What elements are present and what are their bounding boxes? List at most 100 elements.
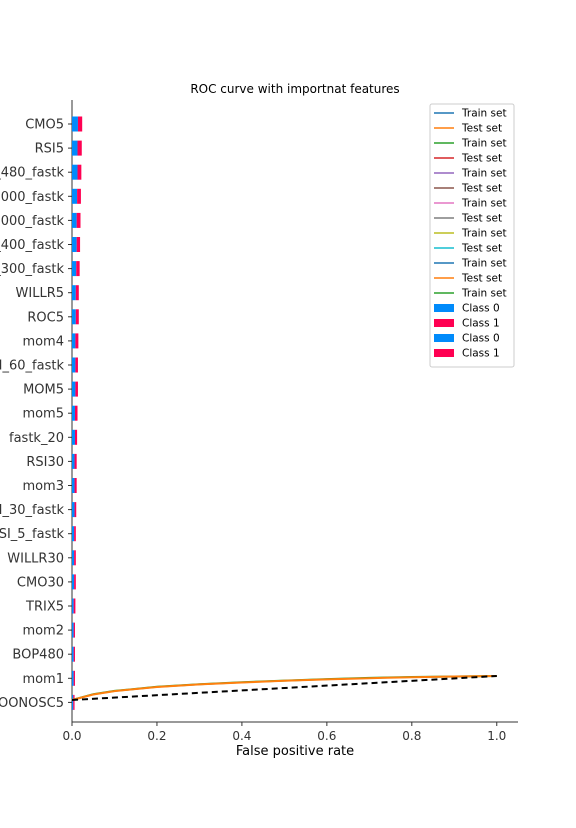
feature-label: mom1 <box>22 672 64 687</box>
legend-patch-swatch <box>434 334 454 342</box>
feature-label: _300_fastk <box>0 262 64 277</box>
feature-label: OONOSC5 <box>0 696 64 711</box>
legend-entry-label: Train set <box>461 258 507 270</box>
bar-class-0 <box>72 598 74 614</box>
bar-class-1 <box>76 212 81 228</box>
x-tick-label: 0.0 <box>62 729 81 743</box>
bar-class-0 <box>72 694 74 710</box>
bar-class-1 <box>76 261 80 277</box>
bar-class-1 <box>73 694 75 710</box>
bar-class-1 <box>74 502 77 518</box>
bar-class-0 <box>72 261 77 277</box>
legend-patch-swatch <box>434 304 454 312</box>
bar-class-0 <box>72 453 75 469</box>
bar-class-1 <box>75 309 79 325</box>
feature-label: RSI30 <box>26 455 64 470</box>
feature-label: mom3 <box>22 479 64 494</box>
bar-class-1 <box>77 116 83 132</box>
bar-class-1 <box>74 405 78 421</box>
bar-class-0 <box>72 285 76 301</box>
bar-class-0 <box>72 622 74 638</box>
bar-class-0 <box>72 502 75 518</box>
legend-entry-label: Test set <box>461 213 502 225</box>
legend-entry-label: Class 1 <box>462 318 500 330</box>
bar-class-1 <box>73 598 76 614</box>
legend-entry-label: Class 0 <box>462 303 500 315</box>
feature-label: RSI5 <box>35 142 64 157</box>
bar-class-1 <box>75 381 78 397</box>
feature-label: WILLR30 <box>7 551 64 566</box>
bar-class-0 <box>72 188 78 204</box>
legend-entry-label: Train set <box>461 168 507 180</box>
bar-class-1 <box>77 188 81 204</box>
feature-label: CMO30 <box>17 575 64 590</box>
x-tick-label: 0.8 <box>402 729 421 743</box>
bar-class-0 <box>72 116 78 132</box>
plot-area: CMO5 RSI5 _480_fastk 5000_fastk 2000_fastk _4… <box>0 100 518 743</box>
legend-frame <box>429 103 515 368</box>
feature-label: 2000_fastk <box>0 214 64 229</box>
legend-entry-label: Test set <box>461 153 502 165</box>
bar-class-1 <box>77 140 82 156</box>
bar-class-0 <box>72 164 78 180</box>
bar-class-1 <box>74 574 76 590</box>
x-axis-label: False positive rate <box>236 744 354 759</box>
feature-label: BOP480 <box>12 648 64 663</box>
bar-class-0 <box>72 309 76 325</box>
feature-label: CMO5 <box>25 118 64 133</box>
feature-label: WILLR5 <box>16 286 64 301</box>
legend-entry-label: Test set <box>461 183 502 195</box>
legend: Train set Test set Train set Test set Train … <box>429 103 515 368</box>
feature-label: _400_fastk <box>0 238 64 253</box>
feature-label: SI_5_fastk <box>0 527 64 542</box>
bar-class-0 <box>72 405 75 421</box>
bar-class-1 <box>73 622 75 638</box>
feature-label: TRIX5 <box>25 600 64 615</box>
feature-label: 5000_fastk <box>0 190 64 205</box>
legend-patch-swatch <box>434 349 454 357</box>
x-tick-label: 0.2 <box>147 729 166 743</box>
bar-class-1 <box>75 285 79 301</box>
feature-label: ROC5 <box>27 310 64 325</box>
bar-class-0 <box>72 333 76 349</box>
legend-entry-label: Train set <box>461 108 507 120</box>
legend-entry-label: Class 0 <box>462 333 500 345</box>
roc-curve-test-set <box>71 675 497 701</box>
legend-entry-label: Train set <box>461 228 507 240</box>
bar-class-1 <box>76 237 81 252</box>
bar-class-1 <box>74 478 77 493</box>
bar-class-1 <box>74 550 76 566</box>
feature-label: mom2 <box>22 624 64 639</box>
bar-class-0 <box>72 478 75 493</box>
bar-class-0 <box>72 429 75 445</box>
bar-class-1 <box>73 670 75 686</box>
bar-class-1 <box>75 333 79 349</box>
bar-class-1 <box>74 453 77 469</box>
feature-label: _480_fastk <box>0 166 64 181</box>
roc-curve-chance <box>71 675 497 701</box>
feature-label: fastk_20 <box>9 431 64 446</box>
bar-class-0 <box>72 212 77 228</box>
feature-label: MOM5 <box>23 383 64 398</box>
x-tick-label: 0.6 <box>317 729 336 743</box>
x-tick-label: 1.0 <box>487 729 506 743</box>
bar-class-0 <box>72 574 75 590</box>
bar-class-1 <box>75 357 78 373</box>
feature-label: mom4 <box>22 334 64 349</box>
legend-entry-label: Train set <box>461 288 507 300</box>
legend-entry-label: Class 1 <box>462 348 500 360</box>
legend-entry-label: Test set <box>461 273 502 285</box>
bar-class-0 <box>72 381 76 397</box>
legend-entry-label: Test set <box>461 123 502 135</box>
legend-patch-swatch <box>434 319 454 327</box>
bar-class-0 <box>72 670 74 686</box>
legend-entry-label: Train set <box>461 138 507 150</box>
bar-class-0 <box>72 550 75 566</box>
feature-label: I_60_fastk <box>0 359 64 374</box>
x-tick-label: 0.4 <box>232 729 251 743</box>
bar-class-0 <box>72 237 77 252</box>
bar-class-1 <box>74 429 78 445</box>
bar-class-1 <box>74 526 76 542</box>
bar-class-0 <box>72 646 74 662</box>
